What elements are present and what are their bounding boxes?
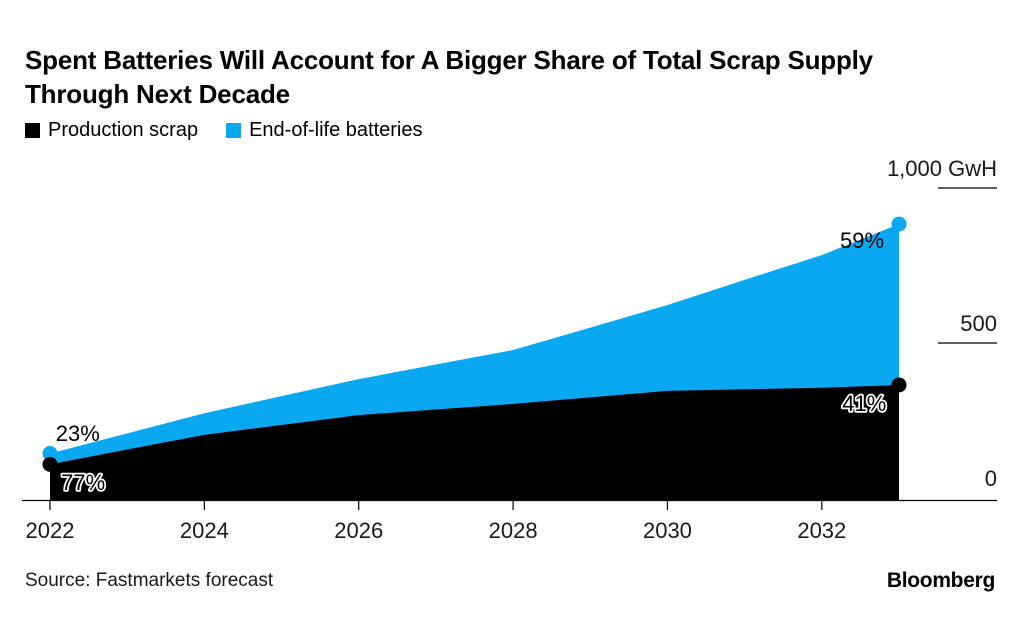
- legend: Production scrap End-of-life batteries: [25, 119, 423, 142]
- share-annotation: 77%: [61, 470, 105, 495]
- x-axis-label: 2024: [180, 518, 229, 543]
- production-scrap-endpoint-dot: [891, 377, 907, 393]
- legend-item-production-scrap: Production scrap: [25, 119, 198, 142]
- legend-swatch-end-of-life-batteries: [226, 123, 242, 138]
- x-axis-label: 2028: [489, 518, 538, 543]
- legend-label-end-of-life-batteries: End-of-life batteries: [249, 119, 423, 141]
- area-production-scrap: [50, 385, 899, 500]
- x-axis-label: 2026: [334, 518, 383, 543]
- x-axis-label: 2022: [26, 518, 75, 543]
- y-axis-label: 500: [960, 311, 997, 336]
- legend-label-production-scrap: Production scrap: [48, 119, 199, 141]
- y-axis-label: 0: [985, 466, 997, 491]
- legend-swatch-production-scrap: [25, 123, 40, 138]
- x-axis-label: 2030: [643, 518, 692, 543]
- share-annotation: 59%: [840, 228, 884, 253]
- source-note: Source: Fastmarkets forecast: [25, 570, 274, 591]
- end-of-life-endpoint-dot: [42, 446, 58, 461]
- share-annotation: 41%: [842, 391, 886, 416]
- production-scrap-endpoint-dot: [42, 456, 58, 472]
- end-of-life-endpoint-dot: [891, 216, 907, 232]
- y-axis-label: 1,000 GwH: [887, 156, 997, 181]
- chart-title: Spent Batteries Will Account for A Bigge…: [25, 45, 873, 110]
- share-annotation: 23%: [56, 421, 100, 446]
- x-axis-label: 2032: [797, 518, 846, 543]
- legend-item-end-of-life-batteries: End-of-life batteries: [226, 119, 423, 142]
- bloomberg-logo: Bloomberg: [886, 569, 995, 592]
